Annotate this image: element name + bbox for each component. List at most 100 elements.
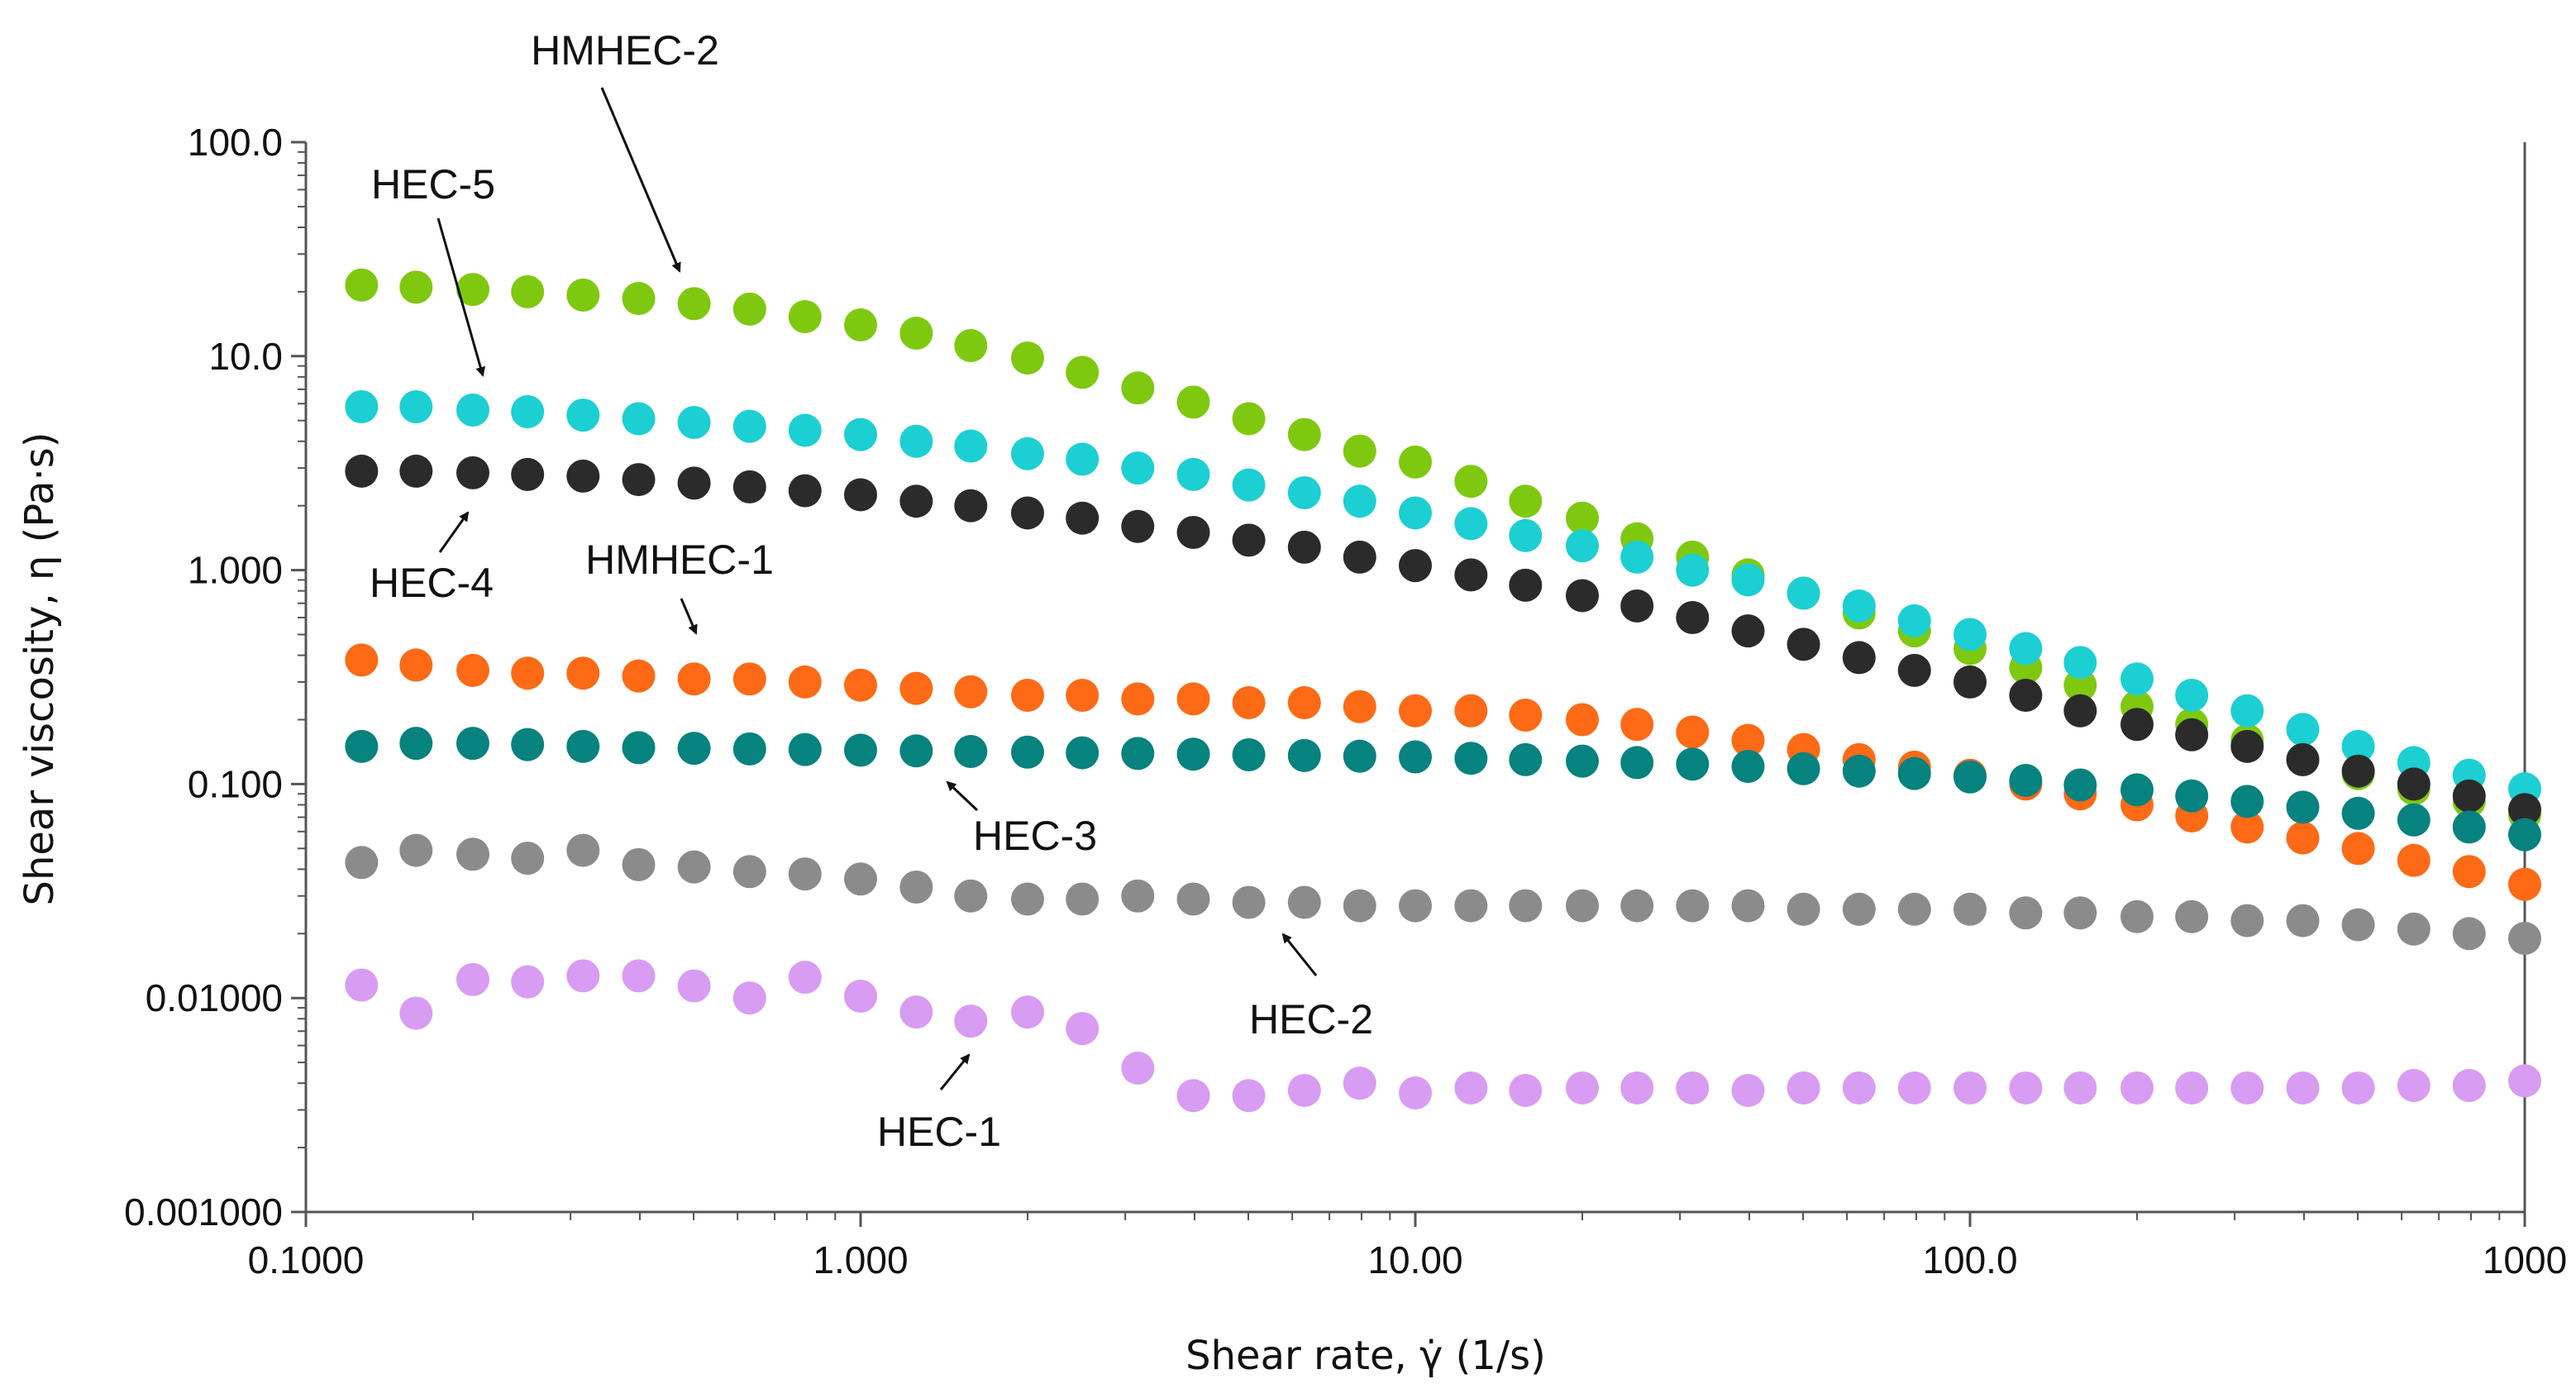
point-hec-5 (1176, 457, 1210, 491)
point-hec-2 (1121, 879, 1155, 913)
annotation-arrow-hec-4 (438, 511, 470, 553)
point-hec-5 (899, 424, 933, 458)
point-hec-4 (2341, 754, 2375, 788)
point-hec-4 (566, 459, 600, 493)
point-hec-5 (1343, 484, 1376, 518)
point-hec-3 (2175, 779, 2209, 813)
point-hec-2 (1676, 889, 1710, 923)
point-hmhec-2 (1509, 484, 1543, 518)
point-hec-3 (511, 728, 545, 761)
point-hec-1 (345, 968, 379, 1002)
point-hec-2 (2508, 922, 2541, 956)
point-hec-1 (1454, 1071, 1488, 1105)
point-hmhec-1 (1232, 686, 1266, 720)
point-hec-5 (1897, 604, 1931, 637)
point-hec-5 (732, 409, 766, 443)
point-hmhec-1 (2397, 843, 2431, 877)
x-tick-label: 0.1000 (248, 1238, 365, 1281)
annotations: HMHEC-2 HEC-5 HEC-4 HMHEC-1 HEC-3 HEC-2 HEC-1 (370, 27, 1373, 1155)
point-hec-4 (1787, 627, 1820, 661)
point-hmhec-1 (1121, 682, 1155, 716)
point-hmhec-2 (677, 287, 711, 321)
point-hec-5 (1509, 518, 1543, 552)
point-hec-3 (1787, 751, 1820, 785)
point-hec-5 (2230, 694, 2264, 728)
point-hec-2 (899, 871, 933, 904)
point-hmhec-1 (677, 662, 711, 696)
point-hec-4 (788, 474, 822, 508)
point-hec-4 (1399, 549, 1432, 583)
point-hec-3 (566, 729, 600, 763)
point-hec-4 (2175, 718, 2209, 751)
y-tick-label: 100.0 (188, 121, 283, 164)
point-hec-1 (1343, 1066, 1376, 1100)
point-hec-4 (1232, 523, 1266, 557)
point-hmhec-2 (345, 268, 379, 302)
point-hec-4 (1121, 509, 1155, 543)
point-hec-2 (1176, 882, 1210, 916)
point-hec-4 (1620, 589, 1654, 623)
point-hec-3 (1897, 756, 1931, 790)
point-hmhec-1 (2230, 810, 2264, 844)
point-hec-4 (399, 454, 433, 488)
point-hmhec-1 (1010, 679, 1044, 713)
point-hec-1 (2341, 1071, 2375, 1105)
point-hec-1 (1287, 1073, 1321, 1107)
point-hec-1 (1897, 1071, 1931, 1105)
point-hec-5 (2120, 662, 2154, 696)
point-hec-2 (844, 862, 877, 896)
point-hec-5 (1232, 468, 1266, 502)
point-hec-3 (2120, 773, 2154, 807)
point-hec-1 (1676, 1071, 1710, 1105)
annotation-arrow-hec-2 (1281, 933, 1318, 976)
point-hec-1 (1953, 1071, 1987, 1105)
y-tick-label: 0.100 (188, 762, 283, 805)
annotation-label-hec-2: HEC-2 (1249, 996, 1373, 1043)
point-hec-1 (1176, 1079, 1210, 1113)
point-hec-2 (2397, 912, 2431, 946)
point-hec-3 (2063, 768, 2097, 802)
x-tick-label: 100.0 (1922, 1238, 2017, 1281)
x-axis-title: Shear rate, γ̇ (1/s) (1185, 1333, 1546, 1379)
point-hmhec-1 (1343, 689, 1376, 723)
point-hmhec-1 (1287, 686, 1321, 720)
point-hec-3 (1287, 738, 1321, 772)
point-hec-2 (1953, 892, 1987, 926)
point-hec-1 (2120, 1071, 2154, 1105)
point-hec-2 (1509, 889, 1543, 923)
point-hmhec-2 (622, 282, 656, 316)
point-hec-1 (2397, 1069, 2431, 1103)
point-hmhec-1 (511, 656, 545, 690)
point-hec-5 (1842, 589, 1876, 623)
point-hec-5 (788, 413, 822, 447)
point-hec-5 (1121, 451, 1155, 485)
point-hmhec-2 (899, 317, 933, 351)
point-hec-5 (1287, 475, 1321, 509)
point-hec-1 (2452, 1069, 2486, 1103)
point-hec-4 (1676, 601, 1710, 635)
point-hec-2 (1454, 889, 1488, 923)
annotation-arrow-hec-1 (939, 1053, 971, 1090)
point-hec-2 (1620, 889, 1654, 923)
point-hec-3 (1565, 744, 1599, 778)
point-hec-2 (732, 855, 766, 889)
point-hmhec-1 (345, 643, 379, 677)
x-tick-label: 1000 (2483, 1238, 2567, 1281)
point-hec-2 (2175, 899, 2209, 933)
y-axis-title: Shear viscosity, η (Pa·s) (17, 432, 63, 905)
point-hmhec-1 (566, 656, 600, 690)
point-hec-1 (2508, 1064, 2541, 1098)
axes: 0.1000 1.000 10.00 100.0 1000 0.001000 0.01000… (17, 121, 2567, 1379)
point-hec-5 (622, 402, 656, 436)
point-hec-4 (1731, 614, 1765, 648)
point-hec-2 (2009, 896, 2043, 930)
point-hec-3 (677, 732, 711, 766)
point-hec-2 (2120, 899, 2154, 933)
point-hec-5 (511, 394, 545, 428)
point-hmhec-1 (622, 659, 656, 693)
point-hec-3 (1731, 749, 1765, 783)
point-hec-1 (954, 1004, 988, 1038)
point-hec-5 (345, 390, 379, 424)
point-hec-1 (1842, 1071, 1876, 1105)
point-hec-5 (1454, 507, 1488, 541)
